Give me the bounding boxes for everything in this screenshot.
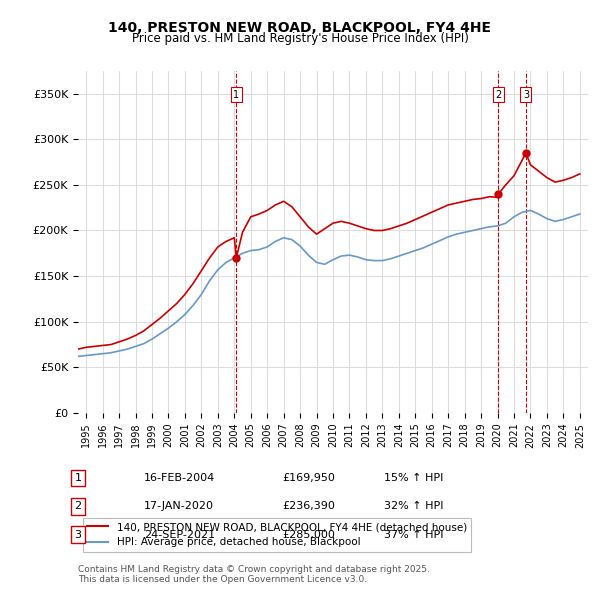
Text: 15% ↑ HPI: 15% ↑ HPI	[384, 473, 443, 483]
Text: 3: 3	[523, 90, 529, 100]
Text: 1: 1	[233, 90, 239, 100]
Text: Price paid vs. HM Land Registry's House Price Index (HPI): Price paid vs. HM Land Registry's House …	[131, 32, 469, 45]
Text: 2: 2	[74, 502, 82, 511]
Text: 17-JAN-2020: 17-JAN-2020	[144, 502, 214, 511]
Text: 32% ↑ HPI: 32% ↑ HPI	[384, 502, 443, 511]
Text: £169,950: £169,950	[282, 473, 335, 483]
Text: 1: 1	[74, 473, 82, 483]
Text: 24-SEP-2021: 24-SEP-2021	[144, 530, 215, 539]
Text: £236,390: £236,390	[282, 502, 335, 511]
Text: 3: 3	[74, 530, 82, 539]
Text: 37% ↑ HPI: 37% ↑ HPI	[384, 530, 443, 539]
Text: 2: 2	[495, 90, 502, 100]
Text: 16-FEB-2004: 16-FEB-2004	[144, 473, 215, 483]
Text: £285,000: £285,000	[282, 530, 335, 539]
Legend: 140, PRESTON NEW ROAD, BLACKPOOL, FY4 4HE (detached house), HPI: Average price, : 140, PRESTON NEW ROAD, BLACKPOOL, FY4 4H…	[83, 518, 471, 552]
Text: Contains HM Land Registry data © Crown copyright and database right 2025.
This d: Contains HM Land Registry data © Crown c…	[78, 565, 430, 584]
Text: 140, PRESTON NEW ROAD, BLACKPOOL, FY4 4HE: 140, PRESTON NEW ROAD, BLACKPOOL, FY4 4H…	[109, 21, 491, 35]
